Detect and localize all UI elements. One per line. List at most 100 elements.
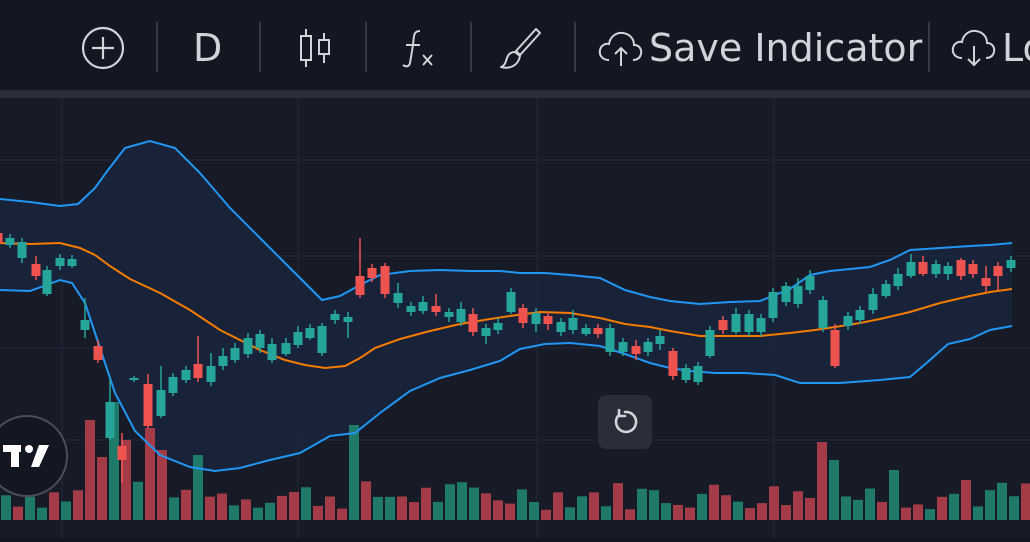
add-symbol-button[interactable] — [80, 22, 126, 74]
volume-bar — [925, 509, 935, 520]
brush-icon — [500, 28, 541, 69]
volume-bar — [13, 506, 23, 520]
volume-bar — [1021, 483, 1030, 520]
chart-type-button[interactable] — [297, 22, 333, 74]
volume-bar — [133, 481, 143, 520]
volume-bar — [73, 490, 83, 520]
volume-bar — [685, 507, 695, 520]
drawing-tools-button[interactable] — [498, 22, 544, 74]
volume-bar — [529, 501, 539, 520]
volume-bar — [493, 500, 503, 520]
candle-body — [456, 309, 466, 322]
candle-body — [756, 318, 766, 332]
volume-bar — [625, 509, 635, 520]
candle-body — [518, 308, 528, 323]
candle-body — [705, 330, 715, 356]
candle-body — [31, 264, 41, 276]
volume-bar — [649, 490, 659, 520]
volume-bar — [637, 488, 647, 520]
candle-body — [5, 238, 15, 245]
volume-bar — [229, 505, 239, 520]
volume-bar — [457, 482, 467, 520]
volume-bar — [745, 508, 755, 520]
candle-body — [830, 330, 840, 366]
chart-pane[interactable] — [0, 98, 1030, 538]
volume-bar — [769, 486, 779, 520]
tv-logo-icon — [3, 445, 49, 467]
candle-body — [893, 274, 903, 286]
candle-body — [393, 293, 403, 303]
candle-body — [156, 390, 166, 416]
volume-bar — [949, 493, 959, 520]
volume-bar — [313, 505, 323, 520]
candle-body — [17, 242, 27, 258]
indicators-button[interactable] — [400, 22, 440, 74]
candle-body — [330, 314, 340, 320]
interval-label: D — [193, 26, 223, 70]
volume-bar — [865, 488, 875, 520]
candle-body — [218, 356, 228, 366]
volume-bar — [205, 496, 215, 520]
candle-body — [881, 284, 891, 296]
volume-bar — [97, 457, 107, 520]
candle-body — [168, 377, 178, 393]
volume-bar — [841, 496, 851, 520]
toolbar-separator — [259, 22, 261, 72]
interval-button[interactable]: D — [193, 22, 222, 74]
candle-body — [1006, 260, 1016, 268]
volume-bar — [85, 420, 95, 520]
function-icon — [402, 30, 433, 68]
volume-bar — [409, 502, 419, 520]
bollinger-band-fill — [0, 141, 1012, 471]
tradingview-logo[interactable] — [0, 415, 68, 497]
candle-body — [230, 348, 240, 360]
candle-body — [693, 366, 703, 382]
candle-body — [805, 276, 815, 290]
volume-bar — [361, 481, 371, 520]
candle-body — [918, 262, 928, 274]
candle-body — [80, 320, 90, 330]
volume-bar — [145, 428, 155, 520]
volume-bar — [1009, 496, 1019, 520]
volume-bar — [385, 496, 395, 520]
reset-chart-button[interactable] — [598, 395, 652, 449]
volume-bar — [937, 496, 947, 520]
candle-body — [493, 323, 503, 330]
candle-body — [531, 313, 541, 324]
volume-bar — [505, 503, 515, 520]
volume-bar — [469, 487, 479, 520]
save-indicator-label: Save Indicator — [649, 26, 923, 70]
candle-body — [681, 368, 691, 380]
load-indicator-label: Lo — [1002, 26, 1030, 70]
bollinger-lower-line — [0, 278, 1013, 473]
candle-body — [129, 378, 139, 380]
volume-bar — [817, 442, 827, 520]
candle-body — [193, 364, 203, 378]
candle-body — [668, 351, 678, 376]
volume-bar — [541, 509, 551, 520]
candle-body — [143, 384, 153, 426]
volume-bar — [481, 493, 491, 520]
candle-body — [431, 306, 441, 312]
candle-body — [906, 262, 916, 276]
candle-body — [581, 328, 591, 334]
plus-circle-icon — [81, 26, 125, 70]
candle-body — [293, 332, 303, 345]
volume-bar — [517, 489, 527, 520]
toolbar-separator — [470, 22, 472, 72]
candle-body — [731, 314, 741, 332]
price-chart[interactable] — [0, 98, 1030, 538]
candle-body — [281, 343, 291, 354]
candle-body — [468, 314, 478, 332]
volume-bar — [277, 495, 287, 520]
save-indicator-button[interactable]: Save Indicator — [597, 22, 922, 74]
candle-body — [181, 370, 191, 380]
toolbar-separator — [574, 22, 576, 72]
volume-bar — [373, 496, 383, 520]
load-indicator-button[interactable]: Lo — [950, 22, 1030, 74]
volume-bar — [613, 483, 623, 520]
volume-bar — [301, 487, 311, 520]
volume-bar — [217, 493, 227, 520]
candle-body — [744, 314, 754, 332]
volume-bar — [433, 501, 443, 520]
